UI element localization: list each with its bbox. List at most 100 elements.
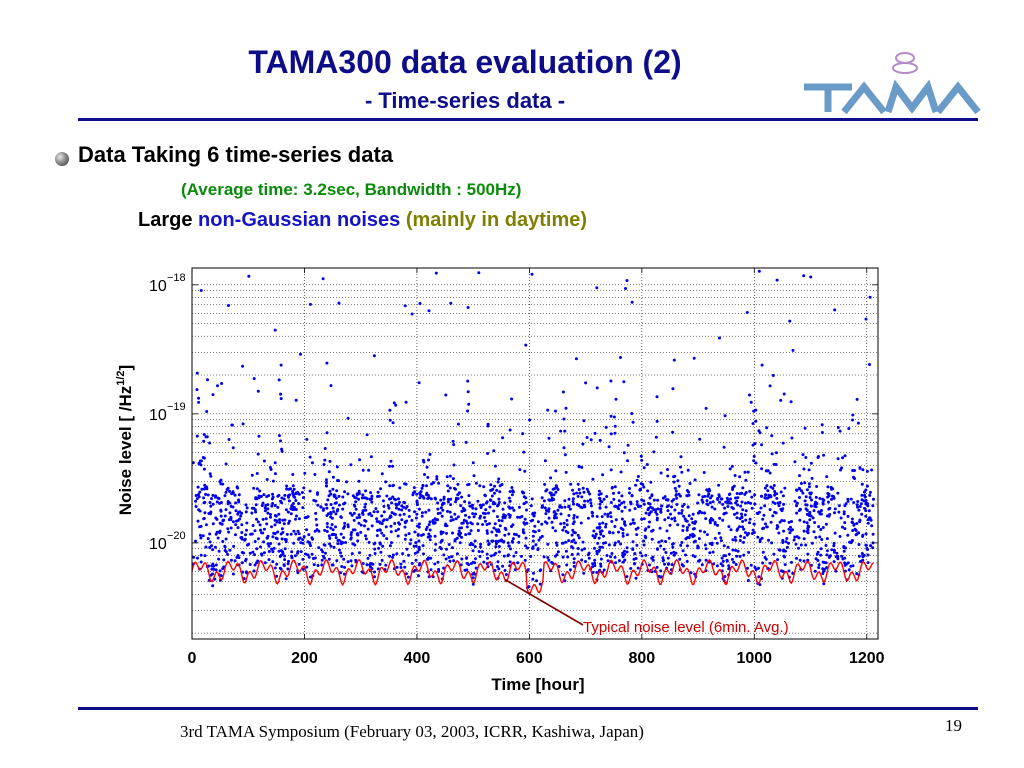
- noise-point: [320, 558, 324, 562]
- noise-point: [843, 527, 847, 531]
- noise-point: [497, 477, 501, 481]
- noise-point: [308, 489, 312, 493]
- noise-point: [559, 512, 563, 516]
- noise-point: [417, 522, 421, 526]
- noise-point: [317, 529, 321, 533]
- noise-point: [776, 501, 780, 505]
- noise-point: [693, 572, 697, 576]
- noise-point: [673, 508, 677, 512]
- noise-point: [269, 515, 272, 519]
- noise-point: [612, 415, 616, 419]
- noise-point: [427, 532, 431, 536]
- noise-point: [691, 532, 695, 536]
- noise-point: [855, 397, 859, 401]
- noise-point: [760, 467, 764, 471]
- noise-point: [545, 521, 549, 525]
- noise-point: [543, 482, 547, 486]
- noise-point: [311, 557, 315, 560]
- noise-point: [334, 525, 337, 529]
- noise-point: [739, 534, 743, 538]
- noise-point: [420, 511, 424, 515]
- noise-point: [226, 552, 230, 556]
- noise-point: [217, 557, 221, 561]
- noise-point: [572, 520, 576, 524]
- noise-point: [454, 487, 457, 491]
- noise-point: [736, 496, 740, 500]
- noise-point: [811, 516, 815, 520]
- noise-point: [498, 490, 502, 494]
- noise-point: [352, 503, 356, 507]
- noise-point: [494, 551, 498, 555]
- noise-point: [256, 452, 260, 456]
- noise-point: [727, 525, 731, 529]
- noise-point: [658, 526, 662, 530]
- noise-point: [813, 569, 817, 573]
- noise-point: [458, 534, 462, 538]
- noise-point: [838, 429, 842, 433]
- noise-point: [355, 492, 359, 496]
- noise-point: [402, 559, 406, 563]
- noise-point: [859, 502, 863, 506]
- noise-point: [240, 531, 244, 534]
- noise-point: [806, 524, 810, 528]
- noise-point: [375, 534, 379, 538]
- noise-point: [270, 525, 273, 529]
- tick-marks: [191, 268, 878, 639]
- noise-point: [576, 494, 580, 498]
- noise-point: [208, 472, 212, 476]
- noise-point: [813, 521, 817, 524]
- noise-point: [486, 539, 490, 543]
- noise-point: [366, 527, 370, 531]
- noise-point: [581, 442, 585, 446]
- noise-point: [388, 408, 392, 412]
- noise-point: [601, 521, 605, 525]
- noise-point: [253, 563, 257, 567]
- noise-point: [861, 558, 865, 562]
- noise-point: [828, 554, 832, 558]
- noise-point: [454, 517, 458, 521]
- noise-point: [774, 463, 778, 466]
- noise-point: [731, 485, 735, 489]
- noise-point: [211, 548, 215, 552]
- noise-point: [521, 530, 525, 534]
- noise-point: [199, 459, 203, 463]
- noise-point: [679, 455, 683, 459]
- noise-point: [545, 509, 548, 512]
- noise-point: [446, 484, 450, 488]
- noise-point: [607, 543, 611, 547]
- noise-point: [652, 498, 656, 502]
- noise-point: [211, 562, 215, 566]
- noise-point: [357, 489, 361, 493]
- noise-point: [719, 562, 723, 566]
- noise-point: [208, 441, 212, 445]
- noise-point: [672, 480, 676, 484]
- noise-point: [621, 551, 625, 555]
- noise-point: [651, 555, 655, 559]
- noise-point: [325, 525, 329, 529]
- noise-point: [521, 528, 525, 532]
- noise-point: [559, 429, 563, 433]
- noise-point: [291, 505, 294, 508]
- noise-point: [650, 529, 654, 533]
- noise-point: [267, 544, 271, 548]
- noise-point: [666, 509, 670, 513]
- noise-point: [617, 540, 621, 544]
- noise-point: [205, 410, 209, 413]
- noise-point: [301, 557, 305, 561]
- noise-point: [227, 304, 230, 307]
- noise-point: [213, 545, 217, 549]
- noise-point: [551, 487, 555, 491]
- noise-point: [527, 585, 531, 589]
- noise-point: [748, 517, 752, 521]
- noise-point: [524, 500, 528, 504]
- noise-point: [290, 550, 294, 554]
- noise-point: [507, 505, 511, 509]
- noise-point: [791, 348, 795, 352]
- noise-point: [655, 395, 659, 399]
- noise-point: [652, 450, 656, 454]
- noise-point: [619, 470, 623, 474]
- noise-point: [277, 434, 281, 438]
- noise-point: [533, 524, 537, 528]
- noise-point: [202, 456, 206, 460]
- noise-point: [343, 565, 346, 569]
